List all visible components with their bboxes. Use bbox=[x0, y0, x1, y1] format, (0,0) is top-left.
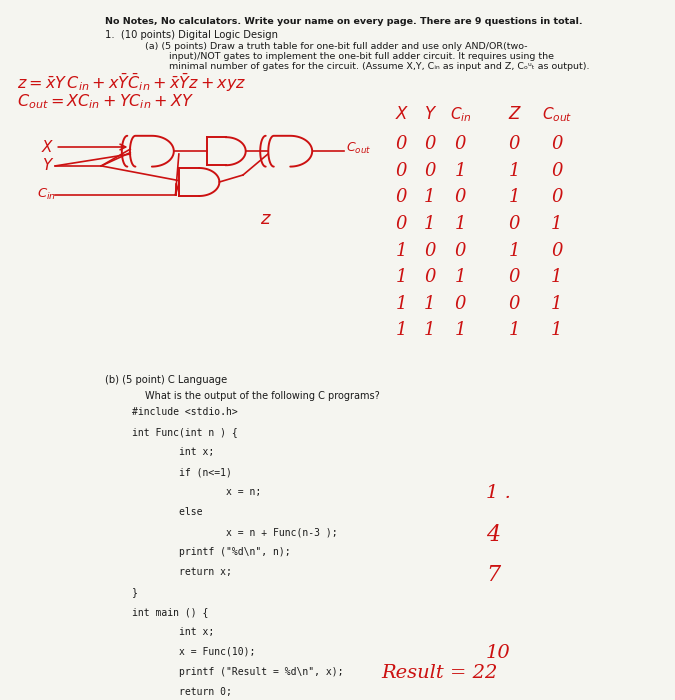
Text: 1: 1 bbox=[508, 321, 520, 340]
Text: 0: 0 bbox=[508, 268, 520, 286]
Text: 0: 0 bbox=[454, 188, 466, 206]
Text: 0: 0 bbox=[508, 215, 520, 233]
Text: 7: 7 bbox=[486, 564, 500, 586]
Text: printf ("%d\n", n);: printf ("%d\n", n); bbox=[132, 547, 290, 557]
Text: 10: 10 bbox=[486, 644, 511, 662]
Text: 1: 1 bbox=[396, 295, 408, 313]
Text: X: X bbox=[42, 139, 53, 155]
Text: printf ("Result = %d\n", x);: printf ("Result = %d\n", x); bbox=[132, 666, 343, 677]
Text: 0: 0 bbox=[551, 135, 563, 153]
Text: Y: Y bbox=[425, 105, 435, 123]
Text: 1: 1 bbox=[551, 321, 563, 340]
Text: 1.  (10 points) Digital Logic Design: 1. (10 points) Digital Logic Design bbox=[105, 30, 277, 40]
Text: int x;: int x; bbox=[132, 447, 214, 457]
Text: 0: 0 bbox=[551, 162, 563, 180]
Text: 0: 0 bbox=[454, 295, 466, 313]
Text: 0: 0 bbox=[454, 241, 466, 260]
Text: 1: 1 bbox=[551, 215, 563, 233]
Text: 0: 0 bbox=[396, 188, 408, 206]
Text: $C_{out}$: $C_{out}$ bbox=[346, 141, 372, 156]
Text: $C_{out} = XC_{in} + YC_{in} + XY$: $C_{out} = XC_{in} + YC_{in} + XY$ bbox=[17, 92, 194, 111]
Text: return 0;: return 0; bbox=[132, 687, 232, 696]
Text: 0: 0 bbox=[424, 162, 436, 180]
Text: 1: 1 bbox=[424, 188, 436, 206]
Text: else: else bbox=[132, 507, 202, 517]
Text: }: } bbox=[132, 587, 138, 597]
Text: 1: 1 bbox=[508, 188, 520, 206]
Text: x = Func(10);: x = Func(10); bbox=[132, 647, 255, 657]
Text: 4: 4 bbox=[486, 524, 500, 546]
Text: No Notes, No calculators. Write your name on every page. There are 9 questions i: No Notes, No calculators. Write your nam… bbox=[105, 18, 583, 27]
Text: 0: 0 bbox=[396, 162, 408, 180]
Text: What is the output of the following C programs?: What is the output of the following C pr… bbox=[145, 391, 380, 400]
Text: 1: 1 bbox=[396, 241, 408, 260]
Text: X: X bbox=[396, 105, 407, 123]
Text: (a) (5 points) Draw a truth table for one-bit full adder and use only AND/OR(two: (a) (5 points) Draw a truth table for on… bbox=[145, 42, 528, 51]
Text: $C_{in}$: $C_{in}$ bbox=[37, 187, 56, 202]
Text: $C_{out}$: $C_{out}$ bbox=[541, 105, 572, 124]
Text: minimal number of gates for the circuit. (Assume X,Y, Cᵢₙ as input and Z, Cₒᵘₜ a: minimal number of gates for the circuit.… bbox=[145, 62, 590, 71]
Text: Z: Z bbox=[509, 105, 520, 123]
Text: (b) (5 point) C Language: (b) (5 point) C Language bbox=[105, 375, 227, 385]
Text: $C_{in}$: $C_{in}$ bbox=[450, 105, 471, 124]
Text: 1: 1 bbox=[424, 321, 436, 340]
Text: 0: 0 bbox=[424, 268, 436, 286]
Text: return x;: return x; bbox=[132, 567, 232, 577]
Text: 1: 1 bbox=[551, 268, 563, 286]
Text: if (n<=1): if (n<=1) bbox=[132, 468, 232, 477]
Text: int x;: int x; bbox=[132, 627, 214, 637]
Text: 0: 0 bbox=[508, 295, 520, 313]
Text: Y: Y bbox=[42, 158, 51, 174]
Text: #include <stdio.h>: #include <stdio.h> bbox=[132, 407, 238, 417]
Text: 1: 1 bbox=[424, 295, 436, 313]
Text: 1 .: 1 . bbox=[486, 484, 511, 503]
Text: Result = 22: Result = 22 bbox=[381, 664, 497, 682]
Text: 0: 0 bbox=[396, 135, 408, 153]
Text: 1: 1 bbox=[454, 268, 466, 286]
Text: 0: 0 bbox=[424, 135, 436, 153]
Text: 0: 0 bbox=[551, 188, 563, 206]
Text: 1: 1 bbox=[508, 241, 520, 260]
Text: input)/NOT gates to implement the one-bit full adder circuit. It requires using : input)/NOT gates to implement the one-bi… bbox=[145, 52, 554, 61]
Text: 1: 1 bbox=[396, 321, 408, 340]
Text: 1: 1 bbox=[454, 162, 466, 180]
Text: 1: 1 bbox=[396, 268, 408, 286]
Text: z: z bbox=[260, 210, 269, 228]
Text: $z = \bar{x}Y\,C_{in} + x\bar{Y}\bar{C}_{in} + \bar{x}\bar{Y}z + xyz$: $z = \bar{x}Y\,C_{in} + x\bar{Y}\bar{C}_… bbox=[17, 71, 246, 94]
Text: x = n;: x = n; bbox=[132, 487, 261, 497]
Text: x = n + Func(n-3 );: x = n + Func(n-3 ); bbox=[132, 527, 338, 537]
Text: 1: 1 bbox=[424, 215, 436, 233]
Text: 1: 1 bbox=[454, 321, 466, 340]
Text: int Func(int n ) {: int Func(int n ) { bbox=[132, 427, 238, 438]
Text: 0: 0 bbox=[424, 241, 436, 260]
Text: 0: 0 bbox=[551, 241, 563, 260]
Text: 1: 1 bbox=[454, 215, 466, 233]
Text: int main () {: int main () { bbox=[132, 607, 208, 617]
Text: 0: 0 bbox=[396, 215, 408, 233]
Text: 1: 1 bbox=[551, 295, 563, 313]
Text: 1: 1 bbox=[508, 162, 520, 180]
Text: 0: 0 bbox=[508, 135, 520, 153]
Text: 0: 0 bbox=[454, 135, 466, 153]
